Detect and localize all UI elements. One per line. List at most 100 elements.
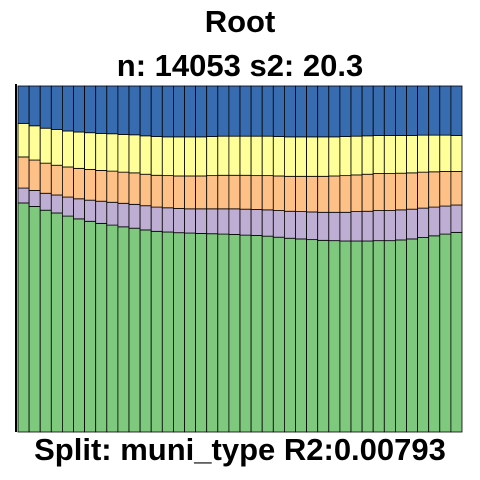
chart-title: Root xyxy=(204,4,276,39)
bar-segment xyxy=(228,234,241,433)
bar-segment xyxy=(217,208,230,235)
bar-segment xyxy=(73,85,86,133)
bar-segment xyxy=(250,85,263,137)
bar-segment xyxy=(406,238,419,433)
bar-segment xyxy=(184,85,197,138)
bar-segment xyxy=(361,240,374,433)
bar-segment xyxy=(106,201,119,226)
bar-segment xyxy=(406,85,419,136)
bar-segment xyxy=(295,136,308,177)
bar-segment xyxy=(73,218,86,433)
bar-segment xyxy=(350,211,363,242)
bar-segment xyxy=(117,202,130,228)
bar-segment xyxy=(172,136,185,177)
bar-segment xyxy=(261,175,274,211)
bar-segment xyxy=(283,175,296,212)
bar-segment xyxy=(172,85,185,138)
bar-segment xyxy=(372,173,385,211)
bar-segment xyxy=(128,203,141,229)
bar-segment xyxy=(261,235,274,433)
bar-segment xyxy=(128,227,141,433)
bar-segment xyxy=(306,211,319,241)
bar-segment xyxy=(28,159,41,191)
bar-segment xyxy=(372,210,385,242)
bar-segment xyxy=(450,171,463,206)
bar-segment xyxy=(84,199,97,222)
bar-segment xyxy=(161,207,174,233)
bar-segment xyxy=(62,166,74,198)
bar-segment xyxy=(139,85,152,137)
bar-segment xyxy=(372,85,385,136)
bar-segment xyxy=(50,85,63,130)
bar-segment xyxy=(161,175,174,209)
bar-segment xyxy=(228,85,241,137)
bar-segment xyxy=(95,222,108,433)
bar-segment xyxy=(417,237,430,433)
bar-segment xyxy=(272,175,285,211)
bar-segment xyxy=(73,131,86,169)
bar-segment xyxy=(17,122,30,158)
bar-segment xyxy=(383,173,396,211)
bar-segment xyxy=(228,135,241,176)
bar-segment xyxy=(306,85,319,138)
bar-segment xyxy=(95,200,108,224)
bar-segment xyxy=(95,170,108,202)
bar-segment xyxy=(117,171,130,204)
bar-segment xyxy=(394,172,407,211)
bar-segment xyxy=(95,85,108,134)
bar-segment xyxy=(428,235,441,433)
bar-segment xyxy=(50,129,63,166)
bar-segment xyxy=(139,205,152,231)
bar-segment xyxy=(28,85,41,127)
bar-segment xyxy=(195,175,208,210)
bar-segment xyxy=(428,85,441,136)
bar-segment xyxy=(250,135,263,177)
bar-segment xyxy=(73,167,86,200)
bar-segment xyxy=(50,212,63,433)
bar-segment xyxy=(283,136,296,177)
bar-segment xyxy=(361,135,374,175)
bar-segment xyxy=(28,206,41,433)
bar-segment xyxy=(62,196,74,217)
bar-segment xyxy=(17,156,30,189)
bar-segment xyxy=(317,136,330,177)
bar-segment xyxy=(217,174,230,210)
bar-segment xyxy=(339,136,352,177)
bar-segment xyxy=(339,175,352,213)
bar-segment xyxy=(106,224,119,433)
bar-segment xyxy=(239,234,252,433)
bar-segment xyxy=(95,132,108,171)
bar-segment xyxy=(150,206,163,232)
bar-segment xyxy=(150,85,163,137)
bar-segment xyxy=(84,220,97,433)
bar-segment xyxy=(406,208,419,240)
bar-segment xyxy=(217,135,230,176)
bar-segment xyxy=(161,85,174,138)
bar-segment xyxy=(217,85,230,137)
bar-segment xyxy=(139,229,152,433)
bar-segment xyxy=(339,211,352,242)
bar-segment xyxy=(417,171,430,209)
bar-segment xyxy=(128,172,141,205)
bar-segment xyxy=(239,85,252,137)
bar-segment xyxy=(17,202,30,433)
bar-segment xyxy=(350,135,363,176)
bar-segment xyxy=(139,173,152,207)
bar-segment xyxy=(306,175,319,213)
bar-segment xyxy=(106,85,119,135)
bar-segment xyxy=(261,135,274,177)
bar-segment xyxy=(250,209,263,236)
bar-segment xyxy=(172,175,185,209)
bar-segment xyxy=(417,207,430,238)
bar-segment xyxy=(39,192,52,211)
bar-segment xyxy=(184,208,197,234)
bar-segment xyxy=(206,175,219,210)
bar-segment xyxy=(295,211,308,240)
bar-segment xyxy=(328,136,341,177)
bar-segment xyxy=(383,135,396,174)
bar-segment xyxy=(195,232,208,433)
bar-segment xyxy=(161,136,174,177)
bar-segment xyxy=(139,135,152,175)
bar-segment xyxy=(372,240,385,433)
bar-segment xyxy=(117,134,130,173)
